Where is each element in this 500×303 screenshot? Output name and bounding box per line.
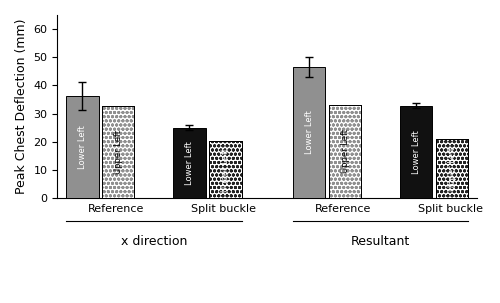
Text: Upper Left: Upper Left — [340, 129, 349, 173]
Bar — [329, 105, 362, 198]
Bar — [436, 139, 468, 198]
Bar — [66, 96, 98, 198]
Text: Lower Left: Lower Left — [412, 130, 420, 174]
Bar — [209, 141, 242, 198]
Bar — [329, 105, 362, 198]
Bar — [209, 141, 242, 198]
Bar — [436, 139, 468, 198]
Text: Upper Left: Upper Left — [220, 148, 230, 192]
Text: Lower Left: Lower Left — [304, 111, 314, 155]
Y-axis label: Peak Chest Deflection (mm): Peak Chest Deflection (mm) — [15, 19, 28, 194]
Bar — [436, 139, 468, 198]
Bar — [102, 106, 134, 198]
Text: Lower Left: Lower Left — [78, 125, 86, 169]
Text: Resultant: Resultant — [351, 235, 410, 248]
Text: x direction: x direction — [120, 235, 187, 248]
Text: Upper Left: Upper Left — [114, 130, 122, 174]
Text: Upper Left: Upper Left — [448, 146, 456, 191]
Bar — [102, 106, 134, 198]
Bar — [173, 128, 206, 198]
Bar — [102, 106, 134, 198]
Bar — [329, 105, 362, 198]
Bar — [209, 141, 242, 198]
Bar — [293, 67, 326, 198]
Bar — [400, 106, 432, 198]
Text: Lower Left: Lower Left — [185, 141, 194, 185]
